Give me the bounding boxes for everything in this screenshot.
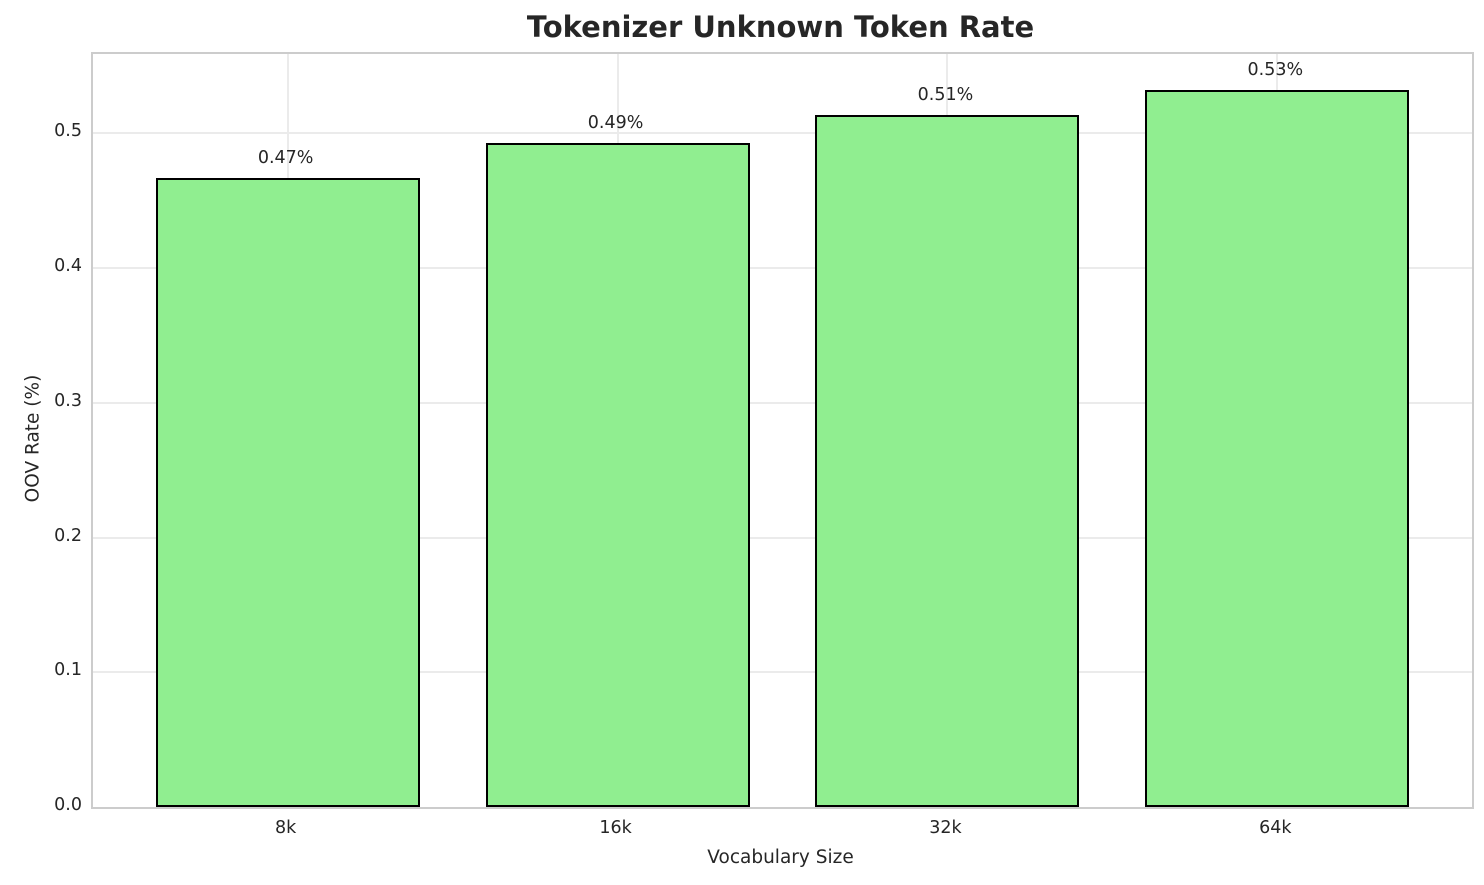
gridline-horizontal [93,536,1472,539]
bar-32k [815,114,1080,807]
y-tick-label: 0.2 [54,525,82,546]
x-tick-label: 16k [599,818,632,838]
gridline-horizontal [93,132,1472,135]
bar-16k [485,142,750,807]
y-tick-label: 0.4 [54,256,82,277]
bar-value-label: 0.47% [257,147,314,168]
bar-64k [1145,90,1410,807]
y-tick-label: 0.0 [54,795,82,815]
y-tick-label: 0.5 [54,121,82,142]
gridline-horizontal [93,671,1472,674]
bar-value-label: 0.49% [587,112,644,133]
y-tick-label: 0.1 [54,660,82,681]
chart-title: Tokenizer Unknown Token Rate [526,10,1035,44]
x-axis-label: Vocabulary Size [707,847,854,868]
x-tick-label: 64k [1259,818,1292,838]
plot-area [91,52,1474,809]
y-tick-label: 0.3 [54,390,82,411]
x-tick-label: 32k [929,818,962,838]
bar-value-label: 0.53% [1247,60,1304,81]
y-axis-label: OOV Rate (%) [22,374,44,503]
bar-value-label: 0.51% [917,84,974,105]
x-tick-label: 8k [275,818,297,838]
gridline-horizontal [93,267,1472,270]
gridline-horizontal [93,401,1472,404]
bar-8k [155,177,420,807]
